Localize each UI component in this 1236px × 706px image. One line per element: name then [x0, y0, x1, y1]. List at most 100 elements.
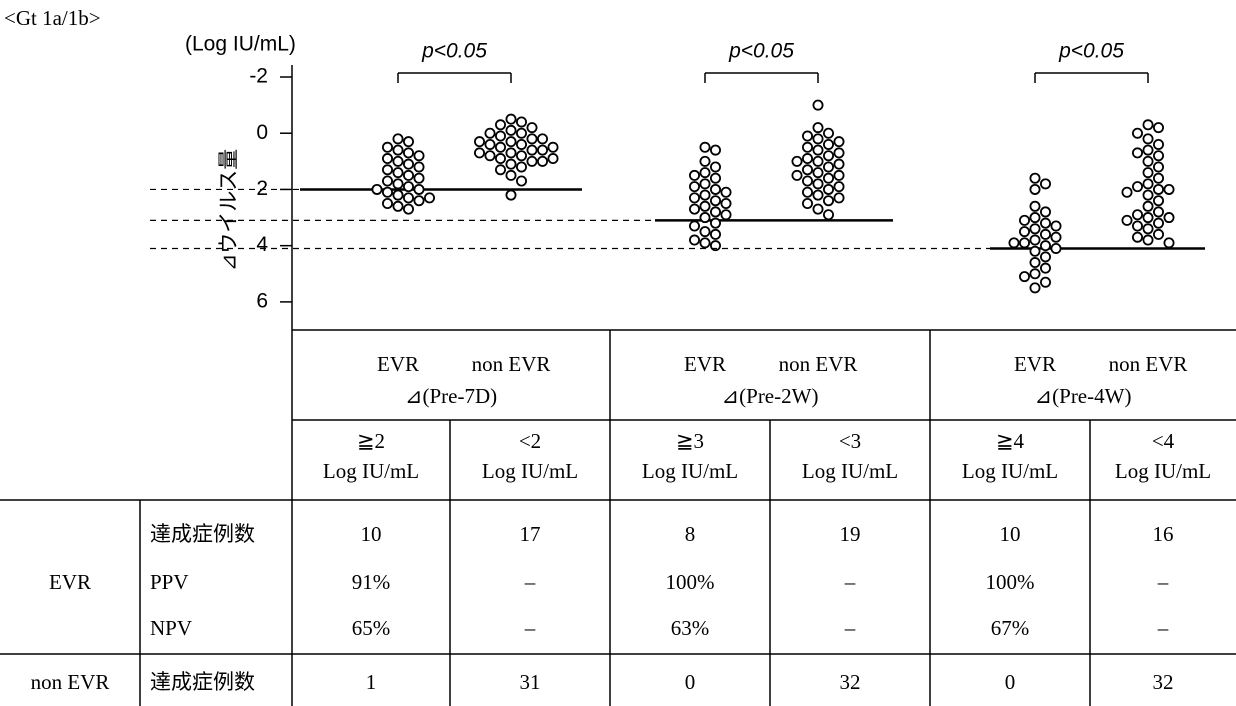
- dot: [689, 234, 701, 246]
- dot: [791, 155, 803, 167]
- dot: [812, 155, 824, 167]
- dot: [1121, 214, 1133, 226]
- cell: 31: [520, 670, 541, 694]
- dot: [423, 192, 435, 204]
- series-label: non EVR: [1109, 352, 1188, 376]
- cell: –: [1157, 616, 1169, 640]
- dot: [823, 138, 835, 150]
- dot: [699, 155, 711, 167]
- dot: [1142, 119, 1154, 131]
- cell: 32: [1153, 670, 1174, 694]
- dot: [833, 192, 845, 204]
- dot: [1050, 220, 1062, 232]
- dot: [505, 169, 517, 181]
- dot: [1029, 172, 1041, 184]
- dot: [812, 99, 824, 111]
- series-label: EVR: [1014, 352, 1056, 376]
- row-label: 達成症例数: [150, 670, 255, 694]
- dot: [699, 178, 711, 190]
- dot: [516, 116, 528, 128]
- dot: [371, 183, 383, 195]
- dot: [802, 130, 814, 142]
- dot: [1121, 186, 1133, 198]
- dot: [381, 141, 393, 153]
- dot: [1163, 237, 1175, 249]
- corner-label: <Gt 1a/1b>: [4, 6, 101, 30]
- y-unit: (Log IU/mL): [185, 33, 296, 56]
- dot: [689, 181, 701, 193]
- dot: [823, 195, 835, 207]
- dot: [710, 183, 722, 195]
- dot: [402, 169, 414, 181]
- dot: [1153, 183, 1165, 195]
- dot: [812, 144, 824, 156]
- dot: [699, 212, 711, 224]
- dot: [1029, 212, 1041, 224]
- dot: [537, 155, 549, 167]
- dot: [392, 200, 404, 212]
- dot: [526, 155, 538, 167]
- dot: [1008, 237, 1020, 249]
- header-cell: Log IU/mL: [642, 459, 738, 483]
- row-label: 達成症例数: [150, 522, 255, 546]
- dot: [505, 147, 517, 159]
- header-cell: ≧3: [676, 429, 704, 453]
- dot: [699, 167, 711, 179]
- dot: [823, 127, 835, 139]
- dot: [1019, 214, 1031, 226]
- annotation: p<0.05: [1058, 40, 1124, 63]
- dot: [413, 172, 425, 184]
- dot: [1132, 181, 1144, 193]
- dot: [699, 189, 711, 201]
- y-tick-label: 2: [256, 177, 268, 200]
- interval-label: ⊿(Pre-7D): [405, 384, 497, 408]
- series-label: EVR: [377, 352, 419, 376]
- dot: [516, 161, 528, 173]
- dot: [1132, 220, 1144, 232]
- dot: [537, 144, 549, 156]
- cell: 100%: [986, 570, 1035, 594]
- dot: [710, 161, 722, 173]
- header-cell: Log IU/mL: [1115, 459, 1211, 483]
- dot: [1040, 251, 1052, 263]
- y-tick-label: -2: [249, 65, 268, 88]
- dot: [710, 217, 722, 229]
- dot: [833, 147, 845, 159]
- dot: [413, 183, 425, 195]
- dot: [1153, 217, 1165, 229]
- dot: [699, 237, 711, 249]
- row-label: NPV: [150, 616, 192, 640]
- dot: [1029, 234, 1041, 246]
- y-axis-label: ⊿ウイルス量: [218, 149, 241, 272]
- dot: [1019, 271, 1031, 283]
- dot: [699, 200, 711, 212]
- cell: 0: [685, 670, 696, 694]
- dot: [402, 181, 414, 193]
- header-cell: Log IU/mL: [323, 459, 419, 483]
- dot: [710, 172, 722, 184]
- dot: [484, 127, 496, 139]
- dot: [720, 186, 732, 198]
- row-group-label: non EVR: [31, 670, 110, 694]
- dot: [413, 195, 425, 207]
- dot: [802, 175, 814, 187]
- series-label: non EVR: [779, 352, 858, 376]
- dot: [823, 150, 835, 162]
- dot: [812, 203, 824, 215]
- dot: [505, 136, 517, 148]
- dot: [1153, 195, 1165, 207]
- dot: [1142, 167, 1154, 179]
- dot: [689, 220, 701, 232]
- dot: [413, 150, 425, 162]
- cell: 32: [840, 670, 861, 694]
- dot: [699, 141, 711, 153]
- dot: [812, 133, 824, 145]
- dot: [392, 133, 404, 145]
- header-cell: <4: [1152, 429, 1175, 453]
- dot: [392, 155, 404, 167]
- dot: [1029, 268, 1041, 280]
- dot: [812, 122, 824, 134]
- dot: [1132, 209, 1144, 221]
- dot: [1029, 200, 1041, 212]
- dot: [381, 153, 393, 165]
